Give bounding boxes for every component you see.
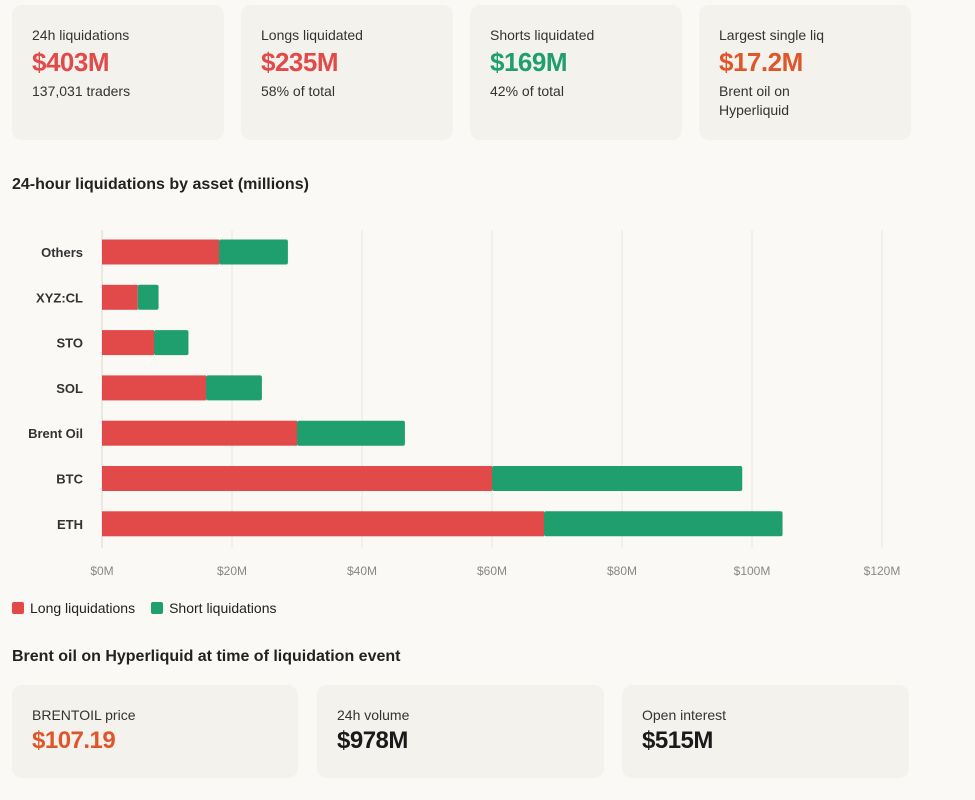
bar-short	[206, 375, 262, 401]
brent-card-volume: 24h volume $978M	[317, 685, 604, 778]
chart-legend: Long liquidations Short liquidations	[12, 600, 277, 616]
legend-swatch-long	[12, 602, 24, 614]
legend-item-short: Short liquidations	[151, 600, 277, 616]
stat-sub: Brent oil on Hyperliquid	[719, 83, 790, 118]
brent-section-title: Brent oil on Hyperliquid at time of liqu…	[12, 648, 401, 665]
legend-item-long: Long liquidations	[12, 600, 135, 616]
x-tick-label: $20M	[217, 564, 247, 578]
bar-short	[154, 330, 189, 356]
brent-label: Open interest	[642, 707, 727, 723]
x-tick-label: $40M	[347, 564, 377, 578]
y-tick-label: ETH	[57, 517, 83, 532]
stat-value: $17.2M	[719, 47, 803, 77]
bar-short	[544, 511, 783, 537]
stat-label: 24h liquidations	[32, 27, 130, 43]
y-tick-label: XYZ:CL	[36, 290, 83, 305]
chart-title: 24-hour liquidations by asset (millions)	[12, 176, 309, 193]
y-tick-label: STO	[57, 336, 84, 351]
stat-label: Largest single liq	[719, 27, 825, 43]
legend-label: Long liquidations	[30, 600, 136, 616]
stat-value: $169M	[490, 47, 568, 77]
x-tick-label: $80M	[607, 564, 637, 578]
legend-label: Short liquidations	[169, 600, 277, 616]
bar-short	[492, 466, 743, 491]
x-tick-label: $60M	[477, 564, 507, 578]
brent-value: $978M	[337, 727, 408, 754]
legend-swatch-short	[151, 602, 164, 614]
y-tick-label: Brent Oil	[28, 426, 83, 441]
stat-card-total: 24h liquidations $403M 137,031 traders	[12, 5, 224, 140]
bar-long	[102, 284, 138, 310]
brent-card-price: BRENTOIL price $107.19	[12, 685, 298, 778]
stat-sub: 58% of total	[261, 83, 335, 99]
bar-long	[102, 420, 297, 446]
brent-label: BRENTOIL price	[32, 707, 136, 723]
x-tick-label: $0M	[90, 564, 113, 578]
liquidations-bar-chart: $0M $20M $40M $60M $80M $100M $120M Others XYZ:C…	[28, 230, 901, 578]
x-tick-label: $100M	[734, 564, 771, 578]
bar-long	[102, 330, 154, 356]
stat-sub: 137,031 traders	[32, 83, 131, 99]
y-tick-label: BTC	[56, 472, 83, 487]
brent-label: 24h volume	[337, 707, 410, 723]
x-tick-label: $120M	[864, 564, 901, 578]
bar-long	[102, 375, 206, 401]
y-tick-label: SOL	[56, 381, 83, 396]
stat-label: Longs liquidated	[261, 27, 363, 43]
stat-value: $235M	[261, 47, 339, 77]
bar-short	[137, 284, 159, 310]
bar-long	[102, 466, 492, 491]
stat-card-longs: Longs liquidated $235M 58% of total	[241, 5, 453, 140]
bar-long	[102, 511, 544, 537]
bar-short	[297, 420, 405, 446]
stat-card-shorts: Shorts liquidated $169M 42% of total	[470, 5, 682, 140]
brent-card-open-interest: Open interest $515M	[622, 685, 909, 778]
bar-short	[219, 239, 288, 265]
brent-value: $107.19	[32, 727, 116, 754]
bar-long	[102, 239, 219, 265]
stat-label: Shorts liquidated	[490, 27, 595, 43]
stat-sub: 42% of total	[490, 83, 564, 99]
stat-value: $403M	[32, 47, 110, 77]
y-tick-label: Others	[41, 245, 83, 260]
brent-value: $515M	[642, 727, 713, 754]
stat-card-largest: Largest single liq $17.2M Brent oil on H…	[699, 5, 911, 140]
